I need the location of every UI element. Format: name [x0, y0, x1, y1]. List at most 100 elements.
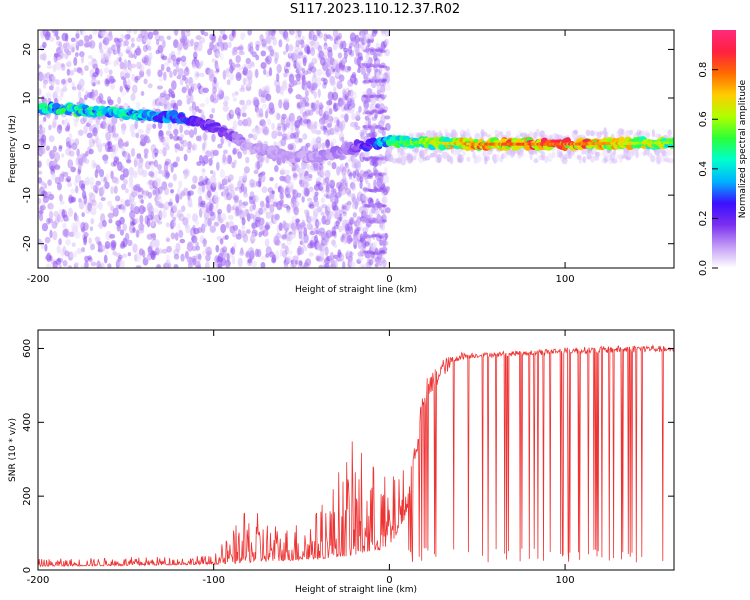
- colorbar-label: Normalized spectral amplitude: [738, 79, 748, 218]
- spectrogram-speckle: [246, 117, 252, 127]
- spectrogram-speckle: [70, 37, 76, 43]
- spectrogram-speckle: [55, 79, 60, 86]
- spectrogram-speckle: [92, 127, 98, 137]
- spectrogram-speckle: [222, 101, 229, 106]
- snr-ylabel: SNR (10 * v/v): [8, 418, 18, 482]
- spectrogram-speckle: [98, 201, 103, 211]
- spectrogram-speckle: [303, 245, 308, 252]
- spectrogram-speckle: [309, 230, 316, 236]
- spectrogram-speckle: [328, 114, 333, 124]
- spectrogram-speckle: [83, 236, 88, 246]
- spectrogram-speckle: [350, 90, 357, 101]
- spectrogram-speckle: [105, 78, 110, 85]
- spectrogram-speckle: [232, 120, 237, 130]
- spectrogram-speckle: [232, 147, 238, 155]
- spectrogram-speckle: [278, 99, 283, 109]
- spectrogram-speckle: [315, 136, 322, 144]
- spectrogram-speckle: [94, 236, 101, 242]
- spectrogram-speckle: [167, 123, 173, 130]
- spectrogram-speckle: [260, 200, 265, 208]
- spectrogram-speckle: [384, 38, 389, 47]
- spectrogram-harmonic: [381, 219, 387, 223]
- spectrogram-speckle: [296, 130, 301, 135]
- spectrogram-speckle: [54, 164, 61, 170]
- spectrogram-speckle: [225, 221, 230, 229]
- spectrogram-speckle: [279, 192, 284, 200]
- spectrogram-speckle: [74, 138, 80, 146]
- spectrogram-speckle: [330, 138, 337, 145]
- spectrogram-speckle: [47, 202, 54, 210]
- spectrogram-speckle: [251, 51, 257, 58]
- spectrogram-speckle: [78, 80, 85, 87]
- spectrogram-ylabel: Frequency (Hz): [8, 115, 18, 183]
- spectrogram-speckle: [246, 229, 251, 234]
- spectrogram-speckle: [314, 191, 319, 197]
- spectrogram-speckle: [202, 155, 209, 165]
- spectrogram-speckle: [110, 186, 114, 195]
- spectrogram-speckle: [306, 49, 312, 55]
- spectrogram-speckle: [180, 253, 185, 262]
- spectrogram-speckle: [285, 227, 289, 232]
- spectrogram-speckle: [198, 175, 204, 182]
- spectrogram-speckle: [173, 253, 180, 260]
- spectrogram-speckle: [314, 99, 320, 110]
- spectrogram-speckle: [271, 130, 278, 140]
- spectrogram-speckle: [153, 208, 159, 214]
- spectrogram-speckle: [261, 186, 268, 194]
- spectrogram-speckle: [302, 133, 308, 140]
- spectrogram-speckle: [449, 156, 454, 165]
- spectrogram-speckle: [268, 67, 273, 77]
- spectrogram-speckle: [340, 114, 345, 119]
- spectrogram-speckle: [201, 172, 206, 177]
- spectrogram-speckle: [38, 160, 42, 168]
- spectrogram-speckle: [65, 33, 69, 42]
- spectrogram-speckle: [88, 34, 93, 40]
- spectrogram-speckle: [384, 30, 390, 37]
- spectrogram-speckle: [308, 173, 313, 179]
- spectrogram-speckle: [226, 79, 231, 86]
- spectrogram-speckle: [269, 203, 275, 214]
- spectrogram-speckle: [614, 154, 619, 162]
- spectrogram-speckle: [249, 191, 255, 198]
- spectrogram-speckle: [86, 132, 93, 139]
- spectrogram-speckle: [368, 259, 374, 266]
- spectrogram-speckle: [48, 124, 52, 131]
- spectrogram-speckle: [225, 70, 230, 78]
- spectrogram-speckle: [103, 67, 110, 74]
- spectrogram-speckle: [135, 132, 140, 139]
- spectrogram-speckle: [75, 33, 80, 39]
- spectrogram-speckle: [341, 40, 347, 50]
- spectrogram-speckle: [351, 101, 356, 109]
- spectrogram-speckle: [133, 206, 140, 215]
- spectrogram-speckle: [261, 103, 268, 109]
- spectrogram-speckle: [382, 259, 387, 268]
- spectrogram-speckle: [124, 232, 130, 242]
- spectrogram-speckle: [385, 207, 391, 214]
- spectrogram-speckle: [374, 113, 378, 119]
- spectrogram-speckle: [349, 216, 355, 225]
- spectrogram-speckle: [64, 42, 71, 51]
- spectrogram-speckle: [273, 141, 277, 147]
- spectrogram-speckle: [255, 44, 260, 51]
- spectrogram-speckle: [189, 94, 194, 104]
- spectrogram-speckle: [252, 96, 259, 107]
- spectrogram-speckle: [481, 131, 488, 137]
- spectrogram-speckle: [230, 109, 237, 115]
- spectrogram-speckle: [301, 196, 305, 203]
- snr-frame: [37, 329, 675, 571]
- spectrogram-speckle: [279, 199, 284, 207]
- spectrogram-speckle: [70, 166, 77, 173]
- spectrogram-speckle: [177, 68, 184, 77]
- spectrogram-speckle: [67, 59, 72, 67]
- spectrogram-speckle: [45, 31, 51, 38]
- spectrogram-speckle: [58, 41, 63, 49]
- spectrogram-speckle: [329, 254, 334, 263]
- spectrogram-speckle: [203, 31, 209, 37]
- colorbar: 0.0 0.2 0.4 0.6 0.8 Normalized spectral ampl…: [698, 30, 748, 276]
- spectrogram-harmonic: [381, 204, 387, 208]
- spectrogram-speckle: [285, 43, 289, 53]
- spectrogram-speckle: [328, 107, 333, 115]
- spectrogram-speckle: [84, 260, 89, 268]
- spectrogram-speckle: [199, 103, 206, 108]
- spectrogram-speckle: [351, 176, 358, 183]
